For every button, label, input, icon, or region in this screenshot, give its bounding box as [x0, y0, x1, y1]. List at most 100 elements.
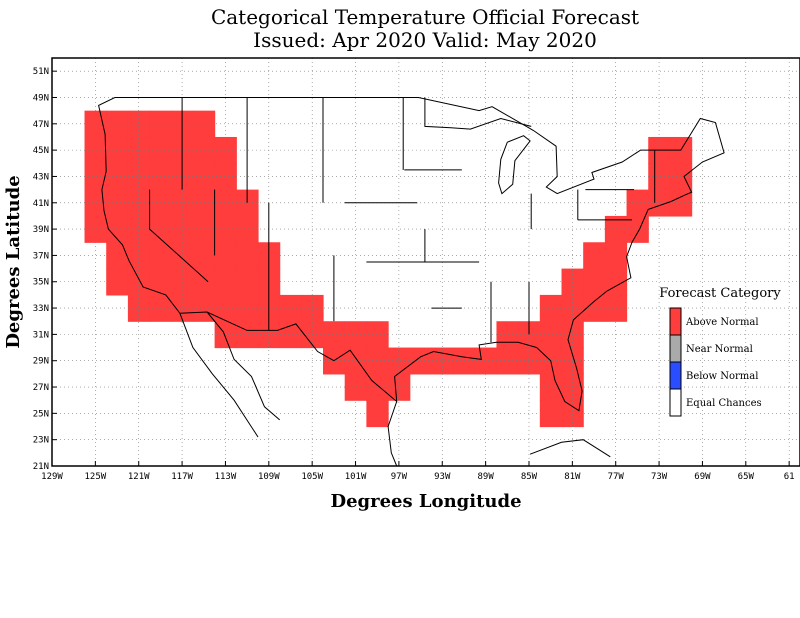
above-normal-cell — [192, 110, 216, 138]
above-normal-cell — [106, 110, 129, 138]
above-normal-cell — [366, 400, 389, 428]
graticule-grid — [52, 58, 800, 466]
above-normal-cell — [539, 294, 563, 322]
above-normal-cell — [279, 294, 302, 322]
legend-items: Above Normal Near Normal Below Normal Equal… — [669, 307, 762, 417]
y-tick-label: 25N — [33, 409, 49, 419]
legend-swatch — [669, 334, 682, 363]
y-tick-label: 27N — [33, 383, 49, 393]
legend-label: Below Normal — [686, 371, 758, 382]
y-tick-label: 31N — [33, 330, 49, 340]
above-normal-cell — [171, 215, 194, 243]
above-normal-cell — [539, 400, 563, 428]
above-normal-cell — [127, 242, 151, 270]
above-normal-region — [84, 110, 693, 428]
x-tick-label: 97W — [391, 472, 408, 482]
above-normal-cell — [214, 215, 237, 243]
above-normal-cell — [344, 373, 367, 401]
above-normal-cell — [127, 189, 151, 217]
above-normal-cell — [236, 215, 259, 243]
y-tick-labels: 21N 23N 25N 27N 29N 31N 33N 35N 37N 39N 41N 43N 45N 4… — [33, 67, 57, 472]
above-normal-cell — [496, 321, 519, 349]
legend-swatch — [669, 361, 682, 390]
map-panel — [51, 57, 800, 467]
above-normal-cell — [106, 215, 129, 243]
x-tick-labels: 129W 125W 121W 117W 113W 109W 105W 101W 97W 93W 89… — [41, 461, 795, 482]
above-normal-cell — [474, 347, 498, 375]
mexico-gulf-coast — [387, 401, 398, 467]
above-normal-cell — [409, 347, 433, 375]
above-normal-cell — [214, 163, 237, 191]
y-tick-label: 37N — [33, 251, 49, 261]
above-normal-cell — [344, 347, 367, 375]
above-normal-cell — [453, 347, 476, 375]
baja-coast — [179, 313, 259, 438]
y-tick-label: 35N — [33, 278, 49, 288]
y-tick-label: 45N — [33, 146, 49, 156]
legend-label: Near Normal — [686, 344, 753, 355]
above-normal-cell — [127, 110, 151, 138]
above-normal-cell — [149, 110, 172, 138]
above-normal-cell — [236, 268, 259, 296]
y-tick-label: 39N — [33, 225, 49, 235]
x-tick-label: 109W — [258, 472, 280, 482]
legend-swatch — [669, 307, 682, 336]
above-normal-cell — [84, 215, 107, 243]
above-normal-cell — [561, 347, 584, 375]
x-tick-label: 121W — [128, 472, 150, 482]
map-frame — [51, 57, 800, 467]
above-normal-cell — [106, 268, 129, 296]
above-normal-cell — [648, 163, 671, 191]
above-normal-cell — [388, 347, 411, 375]
above-normal-cell — [236, 321, 259, 349]
legend-label: Above Normal — [685, 317, 759, 328]
above-normal-cell — [366, 347, 389, 375]
above-normal-cell — [648, 189, 671, 217]
above-normal-cell — [106, 136, 129, 164]
above-normal-cell — [583, 268, 606, 296]
y-tick-label: 23N — [33, 436, 49, 446]
x-tick-label: 85W — [521, 472, 538, 482]
x-tick-label: 65W — [738, 472, 755, 482]
above-normal-cell — [539, 321, 563, 349]
above-normal-cell — [127, 215, 151, 243]
legend-title: Forecast Category — [659, 286, 781, 301]
us-outline — [98, 97, 725, 467]
above-normal-cell — [388, 373, 411, 401]
above-normal-cell — [344, 321, 367, 349]
y-tick-label: 33N — [33, 304, 49, 314]
legend: Forecast Category Above Normal Near Norma… — [659, 286, 781, 417]
lake-superior-shore — [424, 97, 532, 130]
above-normal-cell — [127, 163, 151, 191]
above-normal-cell — [214, 294, 237, 322]
above-normal-cell — [366, 321, 389, 349]
x-tick-label: 117W — [171, 472, 193, 482]
above-normal-cell — [626, 189, 649, 217]
x-tick-label: 81W — [564, 472, 581, 482]
above-normal-cell — [236, 189, 259, 217]
above-normal-cell — [106, 189, 129, 217]
legend-swatch — [669, 388, 682, 417]
above-normal-cell — [214, 242, 237, 270]
y-axis-label: Degrees Latitude — [3, 175, 24, 348]
above-normal-cell — [561, 373, 584, 401]
legend-label: Equal Chances — [686, 398, 762, 409]
above-normal-cell — [583, 242, 606, 270]
above-normal-cell — [669, 189, 693, 217]
above-normal-cell — [171, 189, 194, 217]
title-line-2: Issued: Apr 2020 Valid: May 2020 — [253, 28, 597, 52]
above-normal-cell — [171, 294, 194, 322]
above-normal-cell — [84, 163, 107, 191]
above-normal-cell — [236, 242, 259, 270]
x-tick-label: 125W — [85, 472, 107, 482]
above-normal-cell — [214, 189, 237, 217]
x-tick-label: 77W — [608, 472, 625, 482]
mexico-west-coast — [206, 311, 281, 421]
state-line — [149, 189, 209, 283]
above-normal-cell — [236, 294, 259, 322]
y-tick-label: 21N — [33, 462, 49, 472]
above-normal-cell — [323, 321, 346, 349]
x-tick-label: 129W — [41, 472, 63, 482]
x-tick-label: 105W — [301, 472, 323, 482]
